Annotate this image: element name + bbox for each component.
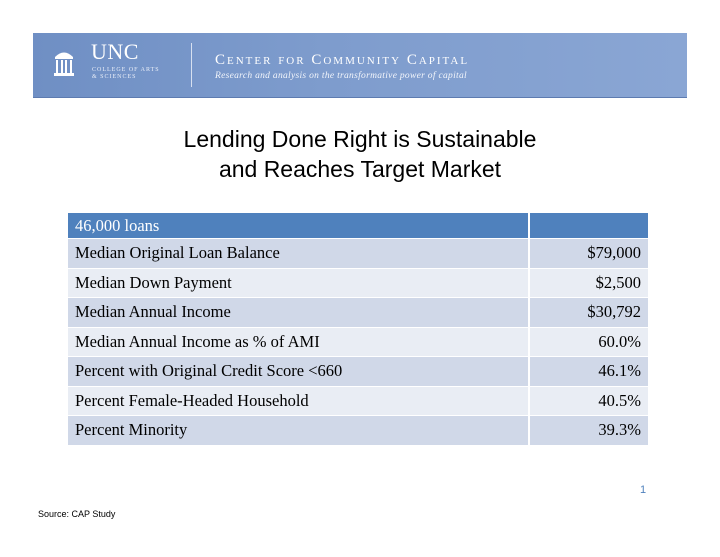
slide-title: Lending Done Right is Sustainable and Re… — [0, 124, 720, 184]
center-tagline: Research and analysis on the transformat… — [215, 71, 467, 81]
row-value: $79,000 — [529, 238, 650, 269]
slide-title-line-1: Lending Done Right is Sustainable — [183, 126, 537, 152]
table-header-value — [529, 213, 650, 239]
page-number: 1 — [640, 484, 647, 496]
unc-logo-text: UNC — [91, 39, 139, 64]
row-label: Percent Minority — [68, 415, 530, 446]
college-name: COLLEGE OF ARTS & SCIENCES — [92, 67, 160, 80]
table-row: Percent Female-Headed Household 40.5% — [68, 386, 650, 416]
loan-statistics-table: 46,000 loans Median Original Loan Balanc… — [68, 213, 650, 446]
table-header-label: 46,000 loans — [68, 213, 530, 239]
table-row: Median Annual Income $30,792 — [68, 297, 650, 328]
table-row: Median Annual Income as % of AMI 60.0% — [68, 327, 650, 357]
table-row: Percent Minority 39.3% — [68, 415, 650, 446]
source-note: Source: CAP Study — [38, 509, 116, 519]
row-label: Median Original Loan Balance — [68, 238, 530, 269]
row-value: $2,500 — [529, 268, 650, 298]
row-label: Median Annual Income as % of AMI — [68, 327, 530, 357]
slide-title-line-2: and Reaches Target Market — [218, 156, 502, 182]
table-header-row: 46,000 loans — [68, 213, 650, 239]
row-value: 39.3% — [529, 415, 650, 446]
table-row: Median Down Payment $2,500 — [68, 268, 650, 298]
table-row: Median Original Loan Balance $79,000 — [68, 238, 650, 269]
row-label: Percent Female-Headed Household — [68, 386, 530, 416]
old-well-icon — [54, 52, 74, 76]
row-label: Median Annual Income — [68, 297, 530, 328]
row-value: 46.1% — [529, 356, 650, 387]
table-row: Percent with Original Credit Score <660 … — [68, 356, 650, 387]
row-value: 60.0% — [529, 327, 650, 357]
banner-divider — [191, 43, 192, 87]
center-name: Center for Community Capital — [215, 52, 470, 68]
header-banner: UNC COLLEGE OF ARTS & SCIENCES Center fo… — [33, 33, 687, 98]
row-label: Percent with Original Credit Score <660 — [68, 356, 530, 387]
row-label: Median Down Payment — [68, 268, 530, 298]
row-value: $30,792 — [529, 297, 650, 328]
row-value: 40.5% — [529, 386, 650, 416]
